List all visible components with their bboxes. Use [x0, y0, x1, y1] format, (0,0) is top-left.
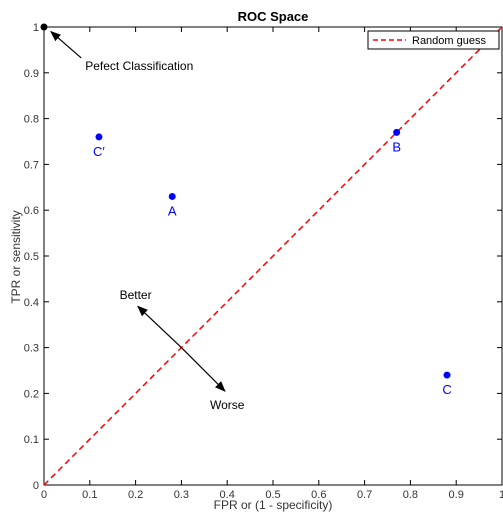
x-tick-label: 1	[499, 489, 503, 501]
point-a	[168, 192, 176, 200]
y-tick-label: 0.3	[24, 343, 39, 355]
annotation-perfect-classification: Pefect Classification	[85, 59, 193, 73]
legend: Random guess	[367, 30, 500, 50]
point-c	[443, 371, 451, 379]
point-c-prime	[95, 133, 103, 141]
plot-area: 0 0.1 0.2 0.3 0.4 0.5 0.6 0.7 0.8 0.9 1 0 0.1 0.2 0.3 0…	[24, 22, 503, 501]
point-b	[393, 128, 401, 136]
x-tick-label: 0.5	[265, 489, 280, 501]
y-tick-label: 0.9	[24, 68, 39, 80]
x-tick-label: 0.3	[174, 489, 189, 501]
legend-box	[367, 30, 500, 50]
x-tick-label: 0.4	[220, 489, 235, 501]
point-label-c-prime: C′	[93, 144, 105, 159]
x-axis-label: FPR or (1 - specificity)	[214, 498, 333, 512]
y-tick-label: 0.7	[24, 159, 39, 171]
point-perfect	[40, 23, 48, 31]
x-tick-label: 0.8	[403, 489, 418, 501]
x-tick-label: 0.9	[449, 489, 464, 501]
x-tick-label: 0.1	[82, 489, 97, 501]
perfect-classification-arrow	[50, 30, 82, 59]
y-tick-label: 1	[33, 22, 39, 34]
y-tick-label: 0	[33, 480, 39, 492]
x-tick-label: 0	[41, 489, 47, 501]
y-tick-label: 0.5	[24, 251, 39, 263]
x-tick-label: 0.7	[357, 489, 372, 501]
y-tick-label: 0.1	[24, 434, 39, 446]
annotation-worse: Worse	[210, 398, 245, 412]
annotation-better: Better	[120, 288, 152, 302]
y-tick-label: 0.8	[24, 114, 39, 126]
y-tick-label: 0.2	[24, 388, 39, 400]
chart-title: ROC Space	[238, 9, 309, 24]
point-label-b: B	[392, 139, 401, 154]
y-tick-label: 0.4	[24, 297, 39, 309]
y-axis-label: TPR or sensitivity	[9, 210, 23, 303]
legend-label: Random guess	[412, 35, 486, 47]
x-tick-label: 0.6	[311, 489, 326, 501]
random-guess-line	[43, 26, 503, 486]
better-arrow	[137, 305, 182, 349]
point-label-a: A	[168, 203, 177, 218]
x-tick-label: 0.2	[128, 489, 143, 501]
point-label-c: C	[442, 382, 451, 397]
worse-arrow	[180, 347, 226, 392]
y-tick-label: 0.6	[24, 205, 39, 217]
